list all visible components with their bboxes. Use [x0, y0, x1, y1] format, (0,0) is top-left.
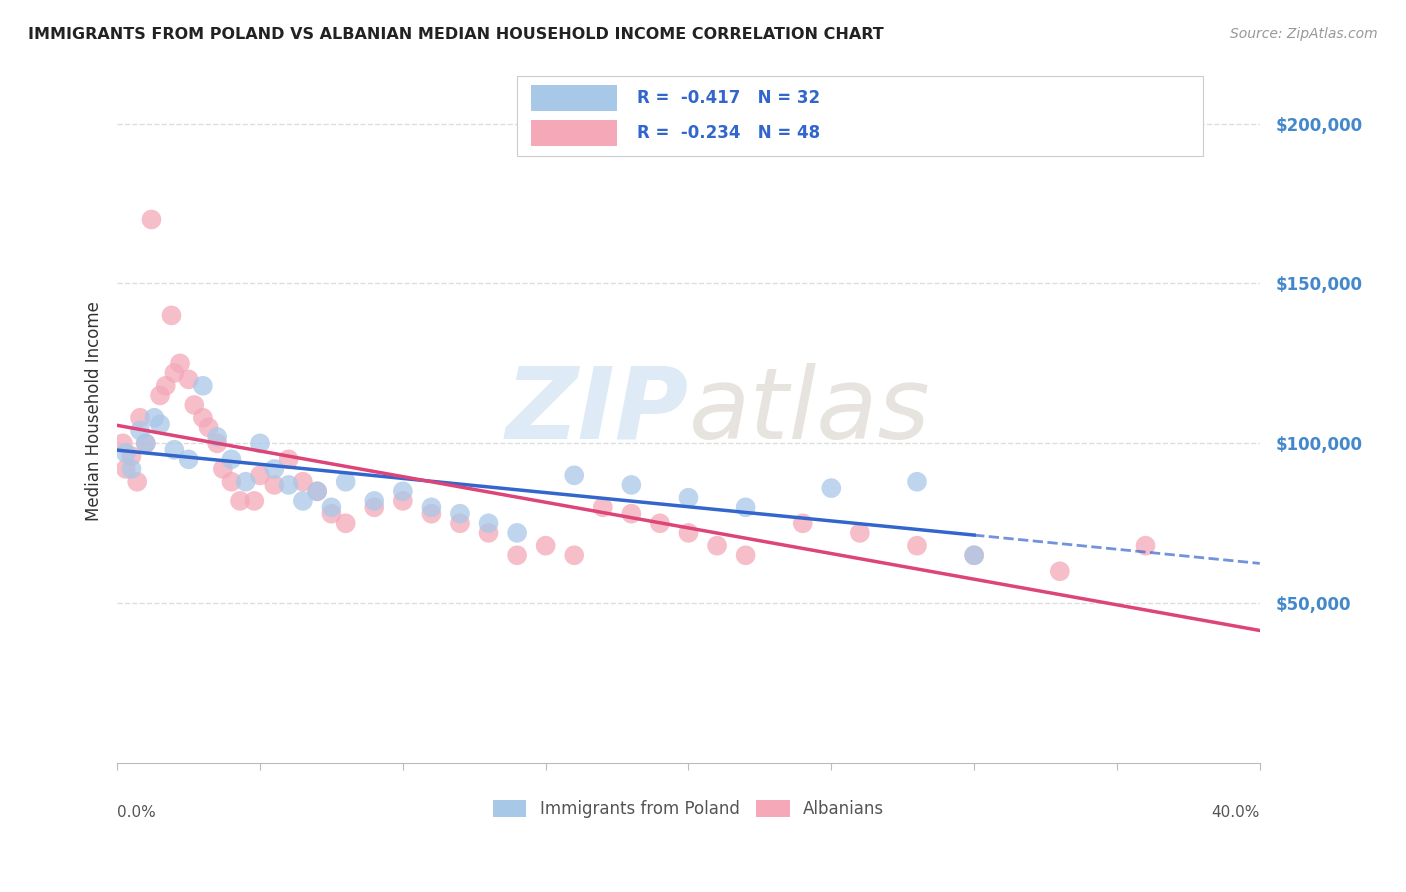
Point [229, 494, 252, 508]
Legend: Immigrants from Poland, Albanians: Immigrants from Poland, Albanians [486, 794, 890, 825]
Point [191, 410, 214, 425]
Point [648, 516, 671, 531]
Point [249, 468, 271, 483]
Point [307, 484, 329, 499]
Point [335, 475, 357, 489]
Point [149, 417, 172, 432]
Point [111, 436, 134, 450]
FancyBboxPatch shape [517, 76, 1202, 155]
Point [221, 475, 243, 489]
Point [183, 398, 205, 412]
Text: 0.0%: 0.0% [117, 805, 156, 821]
Point [449, 507, 471, 521]
Point [321, 507, 343, 521]
Point [191, 378, 214, 392]
Point [562, 548, 585, 562]
Point [277, 452, 299, 467]
Point [121, 449, 143, 463]
Point [169, 356, 191, 370]
Text: Source: ZipAtlas.com: Source: ZipAtlas.com [1230, 27, 1378, 41]
Point [129, 410, 152, 425]
Point [212, 462, 235, 476]
Point [114, 462, 136, 476]
Point [127, 475, 149, 489]
Point [205, 430, 228, 444]
Point [263, 478, 285, 492]
Point [620, 478, 643, 492]
Point [155, 378, 177, 392]
Point [678, 491, 700, 505]
Point [477, 525, 499, 540]
Point [420, 500, 443, 515]
Point [506, 548, 529, 562]
Point [820, 481, 842, 495]
Point [243, 494, 266, 508]
Point [321, 500, 343, 515]
Point [792, 516, 814, 531]
Point [163, 442, 186, 457]
Point [963, 548, 986, 562]
Text: atlas: atlas [689, 363, 931, 460]
Text: R =  -0.417   N = 32: R = -0.417 N = 32 [637, 89, 820, 107]
FancyBboxPatch shape [531, 120, 617, 146]
Point [734, 500, 756, 515]
Point [249, 436, 271, 450]
Point [363, 494, 385, 508]
Point [905, 539, 928, 553]
Point [143, 410, 166, 425]
Point [221, 452, 243, 467]
Point [149, 388, 172, 402]
Point [277, 478, 299, 492]
Point [177, 372, 200, 386]
Point [114, 446, 136, 460]
Point [135, 436, 157, 450]
Point [849, 525, 872, 540]
Point [197, 420, 219, 434]
Point [235, 475, 257, 489]
FancyBboxPatch shape [531, 85, 617, 111]
Point [592, 500, 614, 515]
Point [392, 484, 415, 499]
Point [678, 525, 700, 540]
Point [121, 462, 143, 476]
Point [1135, 539, 1157, 553]
Point [506, 525, 529, 540]
Point [291, 494, 314, 508]
Text: ZIP: ZIP [506, 363, 689, 460]
Point [562, 468, 585, 483]
Point [420, 507, 443, 521]
Point [534, 539, 557, 553]
Point [620, 507, 643, 521]
Point [177, 452, 200, 467]
Point [449, 516, 471, 531]
Point [477, 516, 499, 531]
Point [205, 436, 228, 450]
Point [291, 475, 314, 489]
Text: 40.0%: 40.0% [1212, 805, 1260, 821]
Point [392, 494, 415, 508]
Point [335, 516, 357, 531]
Point [706, 539, 728, 553]
Point [1049, 564, 1071, 578]
Point [129, 424, 152, 438]
Point [160, 309, 183, 323]
Point [163, 366, 186, 380]
Point [905, 475, 928, 489]
Point [135, 436, 157, 450]
Text: R =  -0.234   N = 48: R = -0.234 N = 48 [637, 124, 820, 142]
Text: IMMIGRANTS FROM POLAND VS ALBANIAN MEDIAN HOUSEHOLD INCOME CORRELATION CHART: IMMIGRANTS FROM POLAND VS ALBANIAN MEDIA… [28, 27, 884, 42]
Point [363, 500, 385, 515]
Point [734, 548, 756, 562]
Y-axis label: Median Household Income: Median Household Income [86, 301, 103, 521]
Point [963, 548, 986, 562]
Point [263, 462, 285, 476]
Point [307, 484, 329, 499]
Point [141, 212, 163, 227]
